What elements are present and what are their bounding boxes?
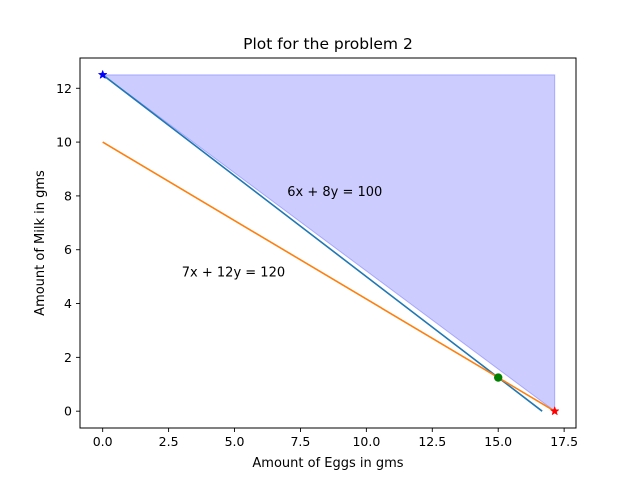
annotations: 6x + 8y = 100 7x + 12y = 120 bbox=[182, 185, 383, 281]
y-tick-label: 6 bbox=[64, 242, 72, 257]
circle-marker-3 bbox=[494, 373, 503, 382]
chart-title: Plot for the problem 2 bbox=[243, 35, 413, 53]
star-marker-2 bbox=[549, 405, 560, 416]
plot-area bbox=[97, 69, 560, 416]
annotation-text: 6x + 8y = 100 bbox=[287, 185, 382, 200]
x-tick-label: 17.5 bbox=[550, 434, 578, 449]
y-tick-label: 4 bbox=[64, 296, 72, 311]
x-tick-label: 0.0 bbox=[93, 434, 113, 449]
annotation-text: 7x + 12y = 120 bbox=[182, 266, 285, 281]
x-tick-label: 10.0 bbox=[352, 434, 380, 449]
series-line-1 bbox=[102, 74, 543, 412]
y-tick-label: 10 bbox=[56, 135, 72, 150]
axes-frame bbox=[79, 57, 577, 429]
star-marker-1 bbox=[97, 69, 108, 80]
y-tick-label: 0 bbox=[64, 404, 72, 419]
x-tick-label: 12.5 bbox=[418, 434, 446, 449]
x-tick-label: 5.0 bbox=[225, 434, 245, 449]
y-tick-label: 8 bbox=[64, 188, 72, 203]
x-tick-label: 7.5 bbox=[290, 434, 310, 449]
y-tick-label: 12 bbox=[56, 81, 72, 96]
x-tick-label: 15.0 bbox=[484, 434, 512, 449]
x-tick-label: 2.5 bbox=[159, 434, 179, 449]
y-axis-label: Amount of Milk in gms bbox=[33, 170, 48, 316]
feasible-region bbox=[101, 74, 556, 413]
y-tick-label: 2 bbox=[64, 350, 72, 365]
x-axis-label: Amount of Eggs in gms bbox=[252, 456, 403, 471]
series-line-2 bbox=[102, 141, 556, 412]
ticks: 0.0 2.5 5.0 7.5 10.0 12.5 15.0 17.5 0 2 4 6 8 10 12 bbox=[56, 81, 578, 449]
